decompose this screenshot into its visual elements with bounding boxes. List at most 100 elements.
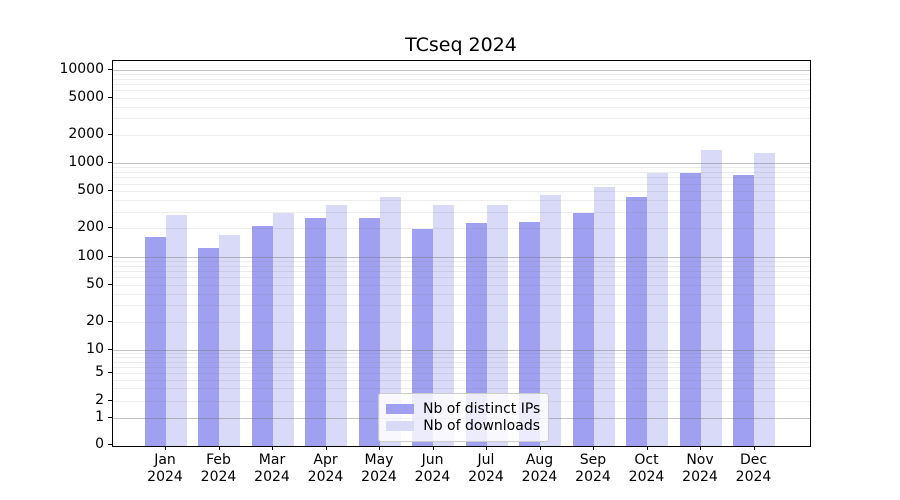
x-tick-mark	[379, 446, 380, 450]
gridline-minor	[113, 366, 810, 368]
gridline-minor	[113, 361, 810, 363]
bar-distinct-ips	[679, 173, 701, 446]
bar-downloads	[647, 172, 668, 446]
bar-distinct-ips	[358, 218, 380, 446]
y-tick-label: 50	[86, 275, 104, 292]
gridline-minor	[113, 321, 810, 323]
gridline-minor	[113, 228, 810, 230]
x-tick-label: May 2024	[361, 452, 397, 485]
x-tick-mark	[272, 446, 273, 450]
bar-distinct-ips	[572, 213, 594, 446]
legend-swatch-downloads	[386, 421, 414, 431]
y-tick-mark	[107, 349, 112, 350]
legend: Nb of distinct IPs Nb of downloads	[378, 393, 549, 442]
y-tick-label: 10000	[59, 60, 104, 77]
legend-label-downloads: Nb of downloads	[423, 418, 540, 434]
legend-item-downloads: Nb of downloads	[386, 418, 540, 434]
legend-label-distinct-ips: Nb of distinct IPs	[423, 401, 541, 417]
x-tick-mark	[700, 446, 701, 450]
y-tick-mark	[107, 133, 112, 135]
gridline-major	[113, 256, 810, 258]
x-tick-mark	[646, 446, 648, 450]
gridline-minor	[113, 134, 810, 136]
bar-downloads	[700, 149, 722, 446]
y-tick-label: 1	[95, 408, 104, 425]
gridline-minor	[113, 191, 810, 193]
bar-downloads	[593, 186, 615, 446]
x-tick-label: Jun 2024	[414, 452, 451, 485]
x-tick-mark	[165, 446, 166, 450]
bar-distinct-ips	[465, 222, 487, 446]
x-tick-label: Feb 2024	[200, 452, 237, 485]
y-tick-label: 5	[95, 363, 104, 380]
x-tick-label: Mar 2024	[254, 452, 290, 485]
x-tick-label: Jul 2024	[468, 452, 504, 485]
x-tick-label: Apr 2024	[307, 452, 344, 485]
y-tick-mark	[107, 320, 112, 322]
x-tick-mark	[486, 446, 487, 450]
gridline-minor	[113, 78, 810, 80]
bar-downloads	[219, 235, 240, 446]
gridline-minor	[113, 284, 810, 286]
bar-distinct-ips	[626, 196, 647, 446]
legend-swatch-distinct-ips	[386, 404, 414, 414]
gridline-minor	[113, 372, 810, 374]
y-tick-mark	[107, 371, 112, 373]
bar-distinct-ips	[251, 226, 273, 446]
bar-downloads	[165, 214, 187, 446]
gridline-minor	[113, 260, 810, 262]
bar-downloads	[540, 195, 561, 446]
bar-distinct-ips	[198, 248, 219, 446]
gridline-minor	[113, 90, 810, 92]
bar-downloads	[272, 213, 294, 446]
bar-distinct-ips	[305, 218, 326, 446]
y-tick-mark	[107, 416, 112, 418]
gridline-minor	[113, 305, 810, 307]
y-tick-label: 2000	[68, 125, 104, 142]
y-tick-label: 0	[95, 436, 104, 453]
gridline-major	[113, 350, 810, 351]
gridline-minor	[113, 353, 810, 355]
y-tick-label: 5000	[68, 88, 104, 105]
gridline-minor	[113, 379, 810, 381]
bar-distinct-ips	[412, 228, 433, 446]
x-tick-mark	[432, 446, 434, 450]
bar-downloads	[379, 197, 401, 446]
y-tick-mark	[107, 68, 112, 70]
bar-downloads	[326, 204, 347, 446]
x-tick-label: Oct 2024	[628, 452, 665, 485]
y-tick-label: 20	[86, 312, 104, 329]
y-tick-mark	[107, 190, 112, 192]
gridline-minor	[113, 200, 810, 202]
y-tick-mark	[107, 400, 112, 401]
y-tick-label: 10	[86, 341, 104, 357]
legend-item-distinct-ips: Nb of distinct IPs	[386, 401, 540, 417]
y-tick-label: 1000	[68, 154, 104, 170]
gridline-minor	[113, 293, 810, 295]
plot-area	[112, 60, 811, 447]
gridline-minor	[113, 83, 810, 85]
y-tick-label: 100	[77, 247, 104, 264]
y-tick-mark	[107, 162, 112, 163]
x-tick-mark	[753, 446, 755, 450]
y-tick-mark	[107, 283, 112, 285]
gridline-minor	[113, 167, 810, 169]
x-tick-label: Sep 2024	[575, 452, 611, 485]
chart-title: TCseq 2024	[405, 34, 517, 56]
gridline-minor	[113, 388, 810, 390]
x-tick-mark	[218, 446, 220, 450]
gridline-minor	[113, 357, 810, 359]
y-tick-mark	[107, 96, 112, 98]
gridline-minor	[113, 73, 810, 75]
gridline-major	[113, 69, 810, 71]
x-tick-label: Dec 2024	[735, 452, 772, 485]
x-tick-mark	[593, 446, 594, 450]
gridline-minor	[113, 106, 810, 108]
bar-downloads	[433, 204, 454, 446]
bar-distinct-ips	[733, 174, 754, 446]
bar-downloads	[754, 153, 775, 446]
y-tick-label: 500	[77, 182, 104, 199]
gridline-minor	[113, 118, 810, 120]
x-tick-label: Aug 2024	[521, 452, 558, 485]
